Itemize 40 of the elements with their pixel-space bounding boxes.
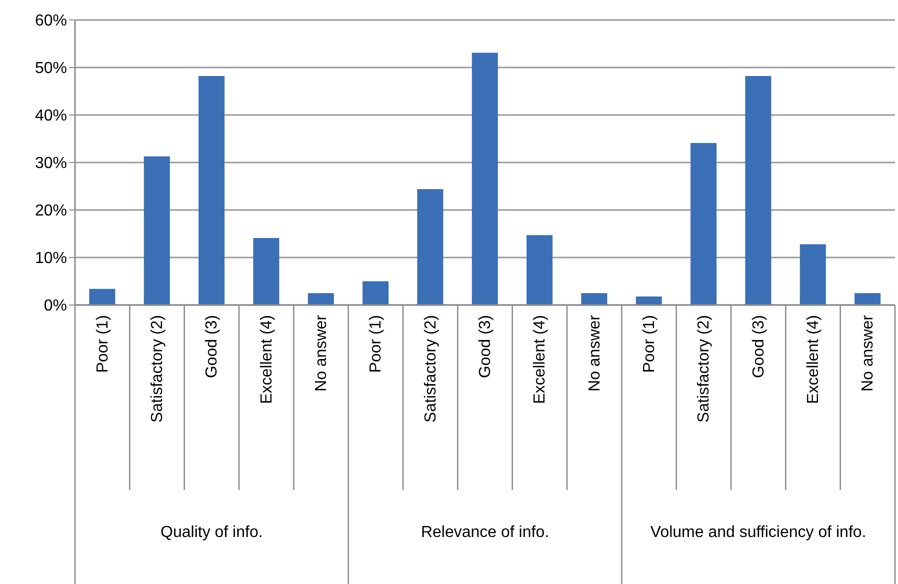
bar <box>690 143 717 305</box>
y-tick-label: 20% <box>34 202 67 220</box>
bar <box>253 238 280 305</box>
x-tick-label: Good (3) <box>204 315 221 378</box>
text: Volume and sufficiency of info. <box>650 524 866 541</box>
bar <box>526 235 553 305</box>
x-tick-label: No answer <box>586 314 604 392</box>
y-tick-label: 40% <box>34 108 67 125</box>
x-tick-label: Good (3) <box>477 315 494 378</box>
x-tick-label: Poor (1) <box>94 315 112 373</box>
x-tick-label: Poor (1) <box>368 315 385 373</box>
y-tick-label: 0% <box>44 298 67 315</box>
x-tick-label: Excellent (4) <box>532 315 549 404</box>
y-tick-label: 30% <box>34 155 67 172</box>
text: Quality of info. <box>160 524 263 541</box>
bar <box>581 293 608 305</box>
x-tick-label: Satisfactory (2) <box>696 315 713 423</box>
x-tick-label: Satisfactory (2) <box>422 315 440 423</box>
bar <box>800 244 826 305</box>
bar <box>472 52 498 305</box>
x-tick-label: Excellent (4) <box>805 315 822 404</box>
y-tick-label: 60% <box>34 12 67 30</box>
y-tick-label: 50% <box>34 60 67 78</box>
x-tick-label: Good (3) <box>750 315 768 378</box>
bar <box>854 293 881 305</box>
bar <box>417 189 444 305</box>
x-tick-label: No answer <box>313 314 330 392</box>
x-tick-label: Satisfactory (2) <box>149 315 166 423</box>
bar <box>144 156 170 305</box>
x-tick-label: Poor (1) <box>641 315 658 373</box>
bar <box>745 76 772 305</box>
text: Relevance of info. <box>420 524 550 541</box>
x-tick-label: Excellent (4) <box>258 315 276 404</box>
x-tick-label: No answer <box>860 314 877 392</box>
bar <box>636 296 662 305</box>
y-tick-label: 10% <box>34 250 67 268</box>
bar <box>308 293 334 305</box>
bar <box>362 281 389 305</box>
bar <box>89 288 116 305</box>
bar <box>198 76 225 305</box>
